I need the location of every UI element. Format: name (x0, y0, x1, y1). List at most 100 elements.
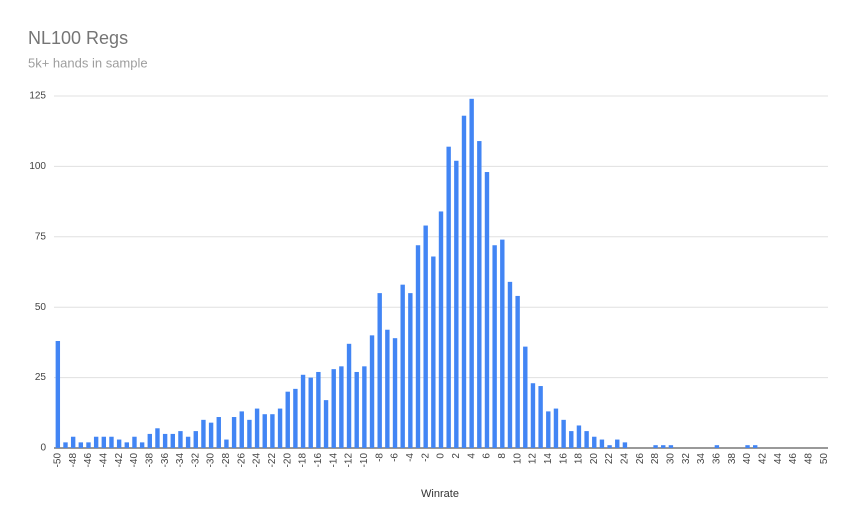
bar (484, 172, 490, 449)
y-tick-label: 100 (29, 161, 46, 172)
x-tick-label: -32 (190, 453, 201, 468)
bar (362, 366, 367, 448)
bar (400, 284, 405, 448)
bar (208, 422, 214, 448)
bar (492, 245, 497, 448)
bar (569, 431, 574, 448)
bar (323, 400, 329, 448)
bar (201, 419, 206, 448)
x-tick-label: 50 (819, 453, 830, 465)
bar (592, 436, 597, 448)
bar (653, 445, 658, 448)
bar (346, 343, 352, 448)
x-tick-label: -20 (282, 453, 293, 468)
bar (668, 445, 674, 448)
bar (93, 436, 99, 448)
x-tick-label: -42 (114, 453, 125, 468)
y-tick-label: 75 (35, 231, 47, 242)
x-tick-label: -4 (405, 453, 416, 462)
bar (277, 408, 283, 448)
bar (285, 391, 290, 448)
bar (477, 141, 482, 448)
bar (745, 445, 750, 448)
bar (661, 445, 666, 448)
x-tick-label: -44 (98, 453, 109, 468)
x-tick-label: -40 (129, 453, 140, 468)
x-tick-label: 44 (773, 453, 784, 465)
x-tick-label: 32 (681, 453, 692, 465)
bar (55, 340, 61, 448)
x-tick-label: -16 (313, 453, 324, 468)
x-tick-label: -46 (83, 453, 94, 468)
bar (109, 436, 114, 448)
x-tick-label: -8 (374, 453, 385, 462)
x-tick-label: -36 (160, 453, 171, 468)
bar (454, 160, 459, 448)
x-tick-label: 36 (712, 453, 723, 465)
bar (530, 383, 536, 448)
x-tick-label: 0 (436, 453, 447, 459)
bar (438, 211, 444, 448)
bar (622, 442, 628, 448)
x-tick-label: 46 (788, 453, 799, 465)
bar (431, 256, 436, 448)
bar (132, 436, 137, 448)
bar (193, 431, 198, 448)
bar (300, 374, 306, 448)
x-tick-label: -22 (267, 453, 278, 468)
bar (446, 146, 451, 449)
bar (523, 346, 528, 448)
x-tick-label: 30 (666, 453, 677, 465)
x-tick-label: -2 (420, 453, 431, 462)
bar (247, 419, 252, 448)
x-tick-label: -38 (144, 453, 155, 468)
bar (224, 439, 229, 448)
bar (507, 281, 513, 448)
bar (408, 293, 413, 448)
x-tick-label: -34 (175, 453, 186, 468)
bar (599, 439, 605, 448)
x-tick-label: 28 (650, 453, 661, 465)
x-tick-label: -48 (68, 453, 79, 468)
bar (392, 338, 398, 448)
bar (116, 439, 122, 448)
bar (155, 428, 160, 448)
bar (576, 425, 582, 448)
x-tick-label: 2 (451, 453, 462, 459)
bar (78, 442, 84, 448)
bar (500, 239, 505, 448)
x-tick-label: -24 (252, 453, 263, 468)
x-tick-label: 18 (574, 453, 585, 465)
bar (615, 439, 620, 448)
x-tick-label: -12 (344, 453, 355, 468)
bar (461, 115, 467, 448)
x-tick-label: 12 (528, 453, 539, 465)
bar (546, 411, 551, 448)
x-tick-label: -30 (206, 453, 217, 468)
x-tick-label: 10 (512, 453, 523, 465)
bar (423, 225, 428, 448)
chart-subtitle: 5k+ hands in sample (28, 55, 148, 70)
x-tick-label: -18 (298, 453, 309, 468)
bar (63, 442, 68, 448)
x-tick-label: 14 (543, 453, 554, 465)
bar (293, 388, 298, 448)
bar (262, 414, 267, 448)
bar (254, 408, 260, 448)
bar (231, 417, 237, 448)
x-tick-label: 4 (466, 453, 477, 459)
chart-title: NL100 Regs (28, 28, 128, 48)
x-tick-label: 48 (803, 453, 814, 465)
bar (124, 442, 130, 448)
x-tick-label: -28 (221, 453, 232, 468)
x-tick-label: 20 (589, 453, 600, 465)
x-tick-label: -14 (328, 453, 339, 468)
bar (385, 329, 390, 448)
y-tick-label: 50 (35, 302, 47, 313)
bar (339, 366, 344, 448)
bar (584, 431, 589, 448)
bar (308, 377, 313, 448)
bar (270, 414, 275, 448)
x-tick-label: 26 (635, 453, 646, 465)
bar (469, 98, 474, 448)
